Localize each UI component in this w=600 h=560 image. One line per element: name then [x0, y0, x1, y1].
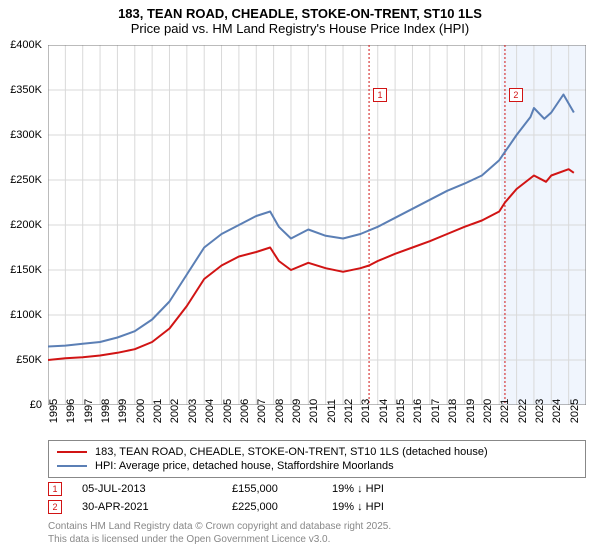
sale-price: £225,000	[232, 501, 312, 513]
legend-text: 183, TEAN ROAD, CHEADLE, STOKE-ON-TRENT,…	[95, 446, 488, 458]
y-tick-label: £200K	[0, 219, 42, 231]
y-tick-label: £0	[0, 399, 42, 411]
x-tick-label: 1999	[117, 399, 129, 423]
chart-area: £0£50K£100K£150K£200K£250K£300K£350K£400…	[48, 45, 586, 405]
x-tick-label: 2008	[274, 399, 286, 423]
sale-marker: 1	[48, 482, 62, 496]
x-tick-label: 2007	[256, 399, 268, 423]
x-tick-label: 2006	[239, 399, 251, 423]
x-tick-label: 2003	[187, 399, 199, 423]
sale-marker: 2	[48, 500, 62, 514]
y-tick-label: £100K	[0, 309, 42, 321]
sale-row: 1 05-JUL-2013 £155,000 19% ↓ HPI	[48, 478, 586, 496]
x-tick-label: 2019	[465, 399, 477, 423]
sale-row: 2 30-APR-2021 £225,000 19% ↓ HPI	[48, 496, 586, 514]
title-line2: Price paid vs. HM Land Registry's House …	[0, 21, 600, 36]
x-tick-label: 2015	[395, 399, 407, 423]
footnote-line2: This data is licensed under the Open Gov…	[48, 533, 586, 546]
x-tick-label: 2022	[517, 399, 529, 423]
x-tick-label: 1996	[65, 399, 77, 423]
legend-box: 183, TEAN ROAD, CHEADLE, STOKE-ON-TRENT,…	[48, 440, 586, 478]
legend-block: 183, TEAN ROAD, CHEADLE, STOKE-ON-TRENT,…	[48, 440, 586, 546]
y-tick-label: £350K	[0, 84, 42, 96]
sales-rows: 1 05-JUL-2013 £155,000 19% ↓ HPI 2 30-APR-202…	[48, 478, 586, 514]
title-block: 183, TEAN ROAD, CHEADLE, STOKE-ON-TRENT,…	[0, 0, 600, 38]
y-tick-label: £300K	[0, 129, 42, 141]
legend-swatch	[57, 465, 87, 467]
x-tick-label: 2005	[222, 399, 234, 423]
legend-row: HPI: Average price, detached house, Staf…	[57, 459, 577, 473]
y-tick-label: £250K	[0, 174, 42, 186]
chart-marker-1: 1	[373, 88, 387, 102]
x-tick-label: 2018	[447, 399, 459, 423]
x-tick-label: 1998	[100, 399, 112, 423]
x-tick-label: 2000	[135, 399, 147, 423]
y-tick-label: £50K	[0, 354, 42, 366]
x-tick-label: 2025	[569, 399, 581, 423]
x-tick-label: 2023	[534, 399, 546, 423]
x-tick-label: 2014	[378, 399, 390, 423]
legend-row: 183, TEAN ROAD, CHEADLE, STOKE-ON-TRENT,…	[57, 445, 577, 459]
x-tick-label: 2010	[308, 399, 320, 423]
x-tick-label: 2013	[360, 399, 372, 423]
x-tick-label: 2012	[343, 399, 355, 423]
chart-marker-2: 2	[509, 88, 523, 102]
sale-pct: 19% ↓ HPI	[332, 501, 452, 513]
legend-text: HPI: Average price, detached house, Staf…	[95, 460, 394, 472]
sale-pct: 19% ↓ HPI	[332, 483, 452, 495]
sale-price: £155,000	[232, 483, 312, 495]
x-tick-label: 2004	[204, 399, 216, 423]
x-tick-label: 1995	[48, 399, 60, 423]
y-tick-label: £150K	[0, 264, 42, 276]
x-tick-label: 2021	[499, 399, 511, 423]
chart-container: 183, TEAN ROAD, CHEADLE, STOKE-ON-TRENT,…	[0, 0, 600, 560]
footnote: Contains HM Land Registry data © Crown c…	[48, 514, 586, 546]
legend-swatch	[57, 451, 87, 453]
x-tick-label: 1997	[83, 399, 95, 423]
x-tick-label: 2009	[291, 399, 303, 423]
footnote-line1: Contains HM Land Registry data © Crown c…	[48, 520, 586, 533]
x-tick-label: 2016	[412, 399, 424, 423]
x-tick-label: 2017	[430, 399, 442, 423]
x-tick-label: 2002	[169, 399, 181, 423]
sale-date: 30-APR-2021	[82, 501, 212, 513]
sale-date: 05-JUL-2013	[82, 483, 212, 495]
x-tick-label: 2011	[326, 399, 338, 423]
x-tick-label: 2020	[482, 399, 494, 423]
x-tick-label: 2001	[152, 399, 164, 423]
y-tick-label: £400K	[0, 39, 42, 51]
title-line1: 183, TEAN ROAD, CHEADLE, STOKE-ON-TRENT,…	[0, 6, 600, 21]
plot-svg	[48, 45, 586, 405]
x-tick-label: 2024	[551, 399, 563, 423]
